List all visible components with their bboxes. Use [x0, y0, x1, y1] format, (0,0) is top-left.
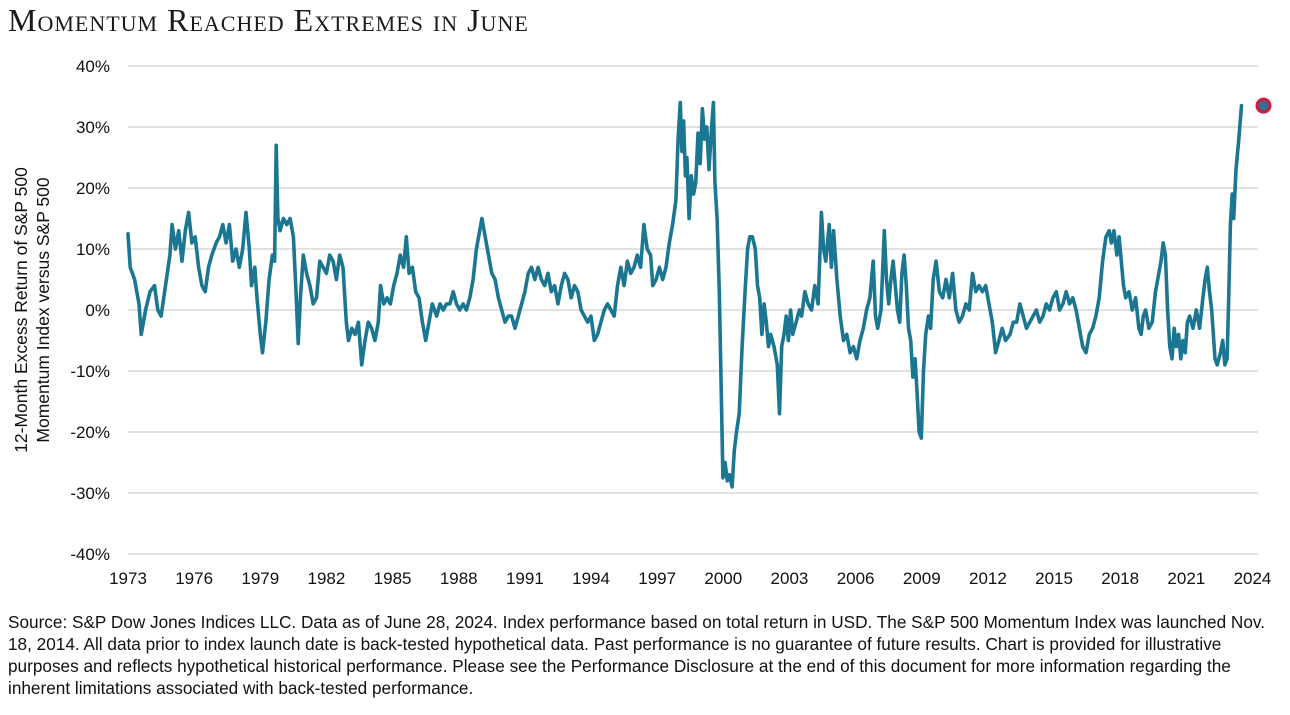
x-tick-label: 2018	[1101, 569, 1139, 588]
x-tick-label: 1988	[440, 569, 478, 588]
highlight-marker-group	[1255, 97, 1272, 114]
y-tick-label: -30%	[70, 484, 110, 503]
y-tick-label: -40%	[70, 545, 110, 564]
series-line	[126, 100, 1244, 489]
y-tick-label: 20%	[76, 179, 110, 198]
x-tick-label: 1982	[308, 569, 346, 588]
x-tick-label: 2021	[1167, 569, 1205, 588]
x-axis: 1973 1976 1979 1982 1985 1988 1991 1994 1997 2000…	[109, 569, 1271, 588]
y-tick-label: 40%	[76, 57, 110, 76]
chart-title: Momentum Reached Extremes in June	[8, 2, 529, 38]
x-tick-label: 2024	[1234, 569, 1272, 588]
line-chart: -40%-30%-20%-10%0%10%20%30%40% 1973 1976 1…	[11, 57, 1272, 588]
x-tick-label: 2000	[704, 569, 742, 588]
y-tick-label: 30%	[76, 118, 110, 137]
y-tick-label: -20%	[70, 423, 110, 442]
x-tick-label: 1985	[374, 569, 412, 588]
x-tick-label: 2003	[771, 569, 809, 588]
y-tick-label: -10%	[70, 362, 110, 381]
series-group	[126, 100, 1244, 489]
x-tick-label: 2015	[1035, 569, 1073, 588]
y-axis: -40% -30% -20% -10% 0% 10% 20% 30% 40%	[70, 57, 110, 564]
latest-value-marker	[1255, 97, 1272, 114]
gridlines	[128, 65, 1258, 555]
x-tick-label: 1994	[572, 569, 610, 588]
x-tick-label: 1979	[241, 569, 279, 588]
x-tick-label: 1991	[506, 569, 544, 588]
x-tick-label: 1973	[109, 569, 147, 588]
y-axis-label-line: Momentum Index versus S&P 500	[33, 177, 53, 442]
x-tick-label: 2012	[969, 569, 1007, 588]
y-axis-label: 12-Month Excess Return of S&P 500 Momentu…	[11, 167, 53, 453]
y-tick-label: 0%	[85, 301, 110, 320]
y-tick-label: 10%	[76, 240, 110, 259]
x-tick-label: 2006	[837, 569, 875, 588]
x-tick-label: 1997	[638, 569, 676, 588]
x-tick-label: 1976	[175, 569, 213, 588]
y-axis-label-line: 12-Month Excess Return of S&P 500	[11, 167, 31, 453]
source-note: Source: S&P Dow Jones Indices LLC. Data …	[8, 612, 1265, 698]
x-tick-label: 2009	[903, 569, 941, 588]
